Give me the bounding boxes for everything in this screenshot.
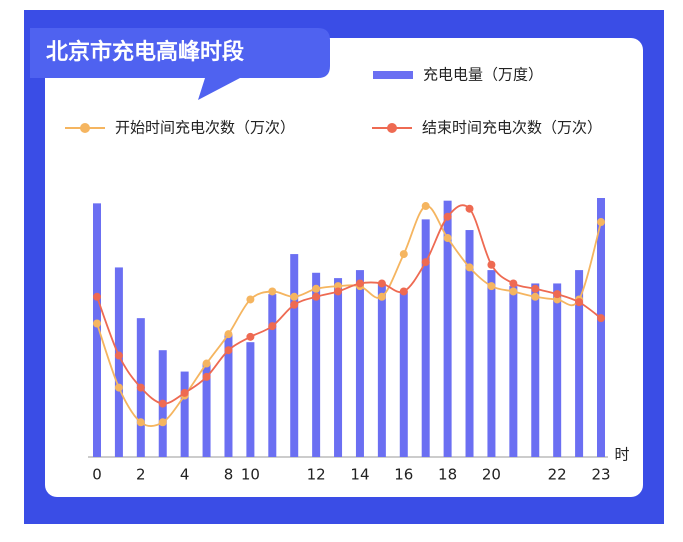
point [465, 263, 474, 272]
x-tick-label: 18 [438, 466, 457, 484]
legend-swatch [373, 71, 413, 79]
bar [377, 283, 386, 457]
x-tick-label: 22 [548, 466, 567, 484]
point [180, 388, 189, 397]
bar [443, 200, 452, 457]
point [509, 279, 518, 288]
point [421, 258, 430, 267]
x-tick-label: 23 [591, 466, 610, 484]
point [355, 279, 364, 288]
legend-swatch [80, 123, 90, 133]
point [268, 322, 277, 331]
bar [487, 270, 496, 457]
point [224, 330, 233, 339]
point [136, 418, 145, 427]
x-tick-label: 2 [136, 466, 146, 484]
bar [531, 283, 540, 457]
point [312, 284, 321, 293]
bar [421, 219, 430, 457]
x-tick-label: 4 [180, 466, 190, 484]
point [114, 383, 123, 392]
point [93, 319, 101, 328]
bar [290, 254, 299, 457]
x-tick-label: 12 [307, 466, 326, 484]
chart-title: 北京市充电高峰时段 [46, 39, 244, 65]
point [136, 383, 145, 392]
bar [180, 371, 189, 457]
point [114, 351, 123, 360]
point [93, 292, 101, 301]
bar [224, 334, 233, 457]
x-tick-label: 10 [241, 466, 260, 484]
point [202, 372, 211, 381]
legend-swatch [387, 123, 397, 133]
line [96, 205, 602, 428]
point [224, 346, 233, 355]
bar [553, 283, 562, 457]
bar [399, 291, 408, 457]
legend-label: 结束时间充电次数（万次） [422, 119, 602, 137]
x-tick-label: 14 [350, 466, 369, 484]
point [334, 287, 343, 296]
point [268, 287, 277, 296]
point [312, 292, 321, 301]
bar [202, 363, 211, 457]
point [487, 282, 496, 291]
point [290, 300, 299, 309]
legend-label: 开始时间充电次数（万次） [115, 119, 295, 137]
point [509, 287, 518, 296]
point [443, 212, 452, 221]
bar [268, 294, 277, 457]
point [377, 292, 386, 301]
point [487, 260, 496, 269]
bar [575, 270, 584, 457]
point [158, 418, 167, 427]
x-tick-label: 20 [482, 466, 501, 484]
point [290, 292, 299, 301]
bar [334, 278, 343, 457]
legend-label: 充电电量（万度） [423, 66, 543, 84]
bar [597, 198, 605, 457]
point [399, 250, 408, 259]
point [377, 279, 386, 288]
point [597, 218, 605, 227]
x-axis-label: 时 [614, 446, 629, 464]
bar [114, 267, 123, 457]
x-tick-label: 8 [224, 466, 234, 484]
point [465, 204, 474, 213]
point [575, 298, 584, 307]
bar [355, 270, 364, 457]
bar [312, 272, 321, 457]
point [202, 359, 211, 368]
bar [246, 342, 255, 457]
bar [93, 203, 101, 457]
point [246, 332, 255, 341]
point [553, 290, 562, 299]
bar [465, 230, 474, 457]
point [443, 234, 452, 243]
x-tick-label: 0 [92, 466, 102, 484]
point [158, 399, 167, 408]
point [597, 314, 605, 323]
title-tab [30, 28, 330, 100]
point [421, 202, 430, 211]
point [531, 284, 540, 293]
point [246, 295, 255, 304]
point [399, 287, 408, 296]
bar [509, 286, 518, 457]
point [531, 292, 540, 301]
x-tick-label: 16 [394, 466, 413, 484]
